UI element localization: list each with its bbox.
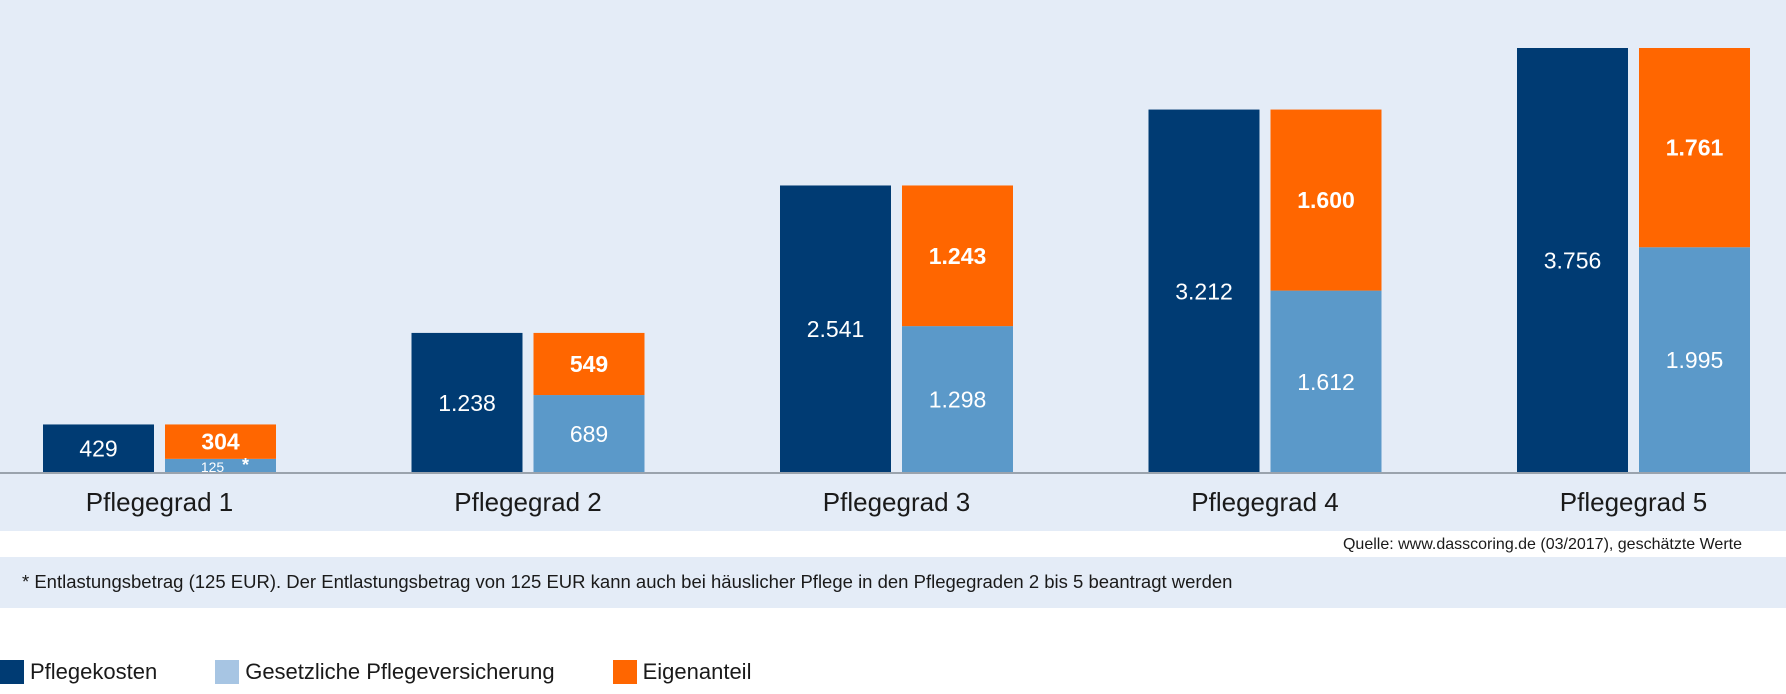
value-label-pflegekosten-pflegegrad-4: 3.212 <box>1175 278 1233 304</box>
bar-eigenanteil-pflegegrad-3 <box>902 185 1013 327</box>
bar-pflegekosten-pflegegrad-2 <box>411 332 523 473</box>
category-label-pflegegrad-1: Pflegegrad 1 <box>86 487 233 517</box>
legend-item-eigenanteil: Eigenanteil <box>612 659 752 685</box>
value-label-pflegekosten-pflegegrad-3: 2.541 <box>807 316 865 342</box>
category-label-pflegegrad-3: Pflegegrad 3 <box>823 487 970 517</box>
legend-item-pflegekosten: Pflegekosten <box>0 659 157 685</box>
value-label-eigenanteil-pflegegrad-5: 1.761 <box>1666 135 1724 161</box>
value-label-pflegeversicherung-pflegegrad-5: 1.995 <box>1666 347 1724 373</box>
legend-swatch-pflegekosten <box>0 660 24 684</box>
footnote-band: * Entlastungsbetrag (125 EUR). Der Entla… <box>0 557 1786 608</box>
legend-label-pflegekosten: Pflegekosten <box>30 659 158 684</box>
footnote-text: * Entlastungsbetrag (125 EUR). Der Entla… <box>22 571 1233 592</box>
bar-pflegekosten-pflegegrad-1 <box>43 424 154 473</box>
legend: Pflegekosten Gesetzliche Pflegeversicher… <box>0 659 809 685</box>
value-label-pflegeversicherung-pflegegrad-1: 125 <box>201 459 225 475</box>
value-label-eigenanteil-pflegegrad-1: 304 <box>201 429 240 455</box>
bar-pflegeversicherung-pflegegrad-2 <box>533 395 645 473</box>
bar-pflegekosten-pflegegrad-4 <box>1148 109 1260 474</box>
legend-item-pflegeversicherung: Gesetzliche Pflegeversicherung <box>215 659 555 685</box>
bar-eigenanteil-pflegegrad-1 <box>165 424 276 459</box>
chart-panel: 429 125 * 304 Pflegegrad 1 1.238 689 549 Pflegeg… <box>0 0 1786 531</box>
category-label-pflegegrad-4: Pflegegrad 4 <box>1191 487 1338 517</box>
bar-pflegekosten-pflegegrad-3 <box>780 185 891 473</box>
value-label-eigenanteil-pflegegrad-3: 1.243 <box>929 243 987 269</box>
legend-swatch-pflegeversicherung <box>215 660 240 684</box>
legend-label-pflegeversicherung: Gesetzliche Pflegeversicherung <box>245 659 555 684</box>
source-note: Quelle: www.dasscoring.de (03/2017), ges… <box>1342 536 1742 553</box>
footnote-marker-pflegegrad-1: * <box>242 455 249 475</box>
bar-eigenanteil-pflegegrad-2 <box>533 332 645 396</box>
value-label-pflegekosten-pflegegrad-5: 3.756 <box>1544 248 1602 274</box>
value-label-eigenanteil-pflegegrad-4: 1.600 <box>1297 187 1355 213</box>
bar-pflegeversicherung-pflegegrad-4 <box>1270 290 1382 473</box>
bar-pflegeversicherung-pflegegrad-5 <box>1639 247 1750 473</box>
bar-pflegeversicherung-pflegegrad-1 <box>165 458 276 473</box>
bar-eigenanteil-pflegegrad-4 <box>1270 109 1382 291</box>
bar-eigenanteil-pflegegrad-5 <box>1639 48 1750 248</box>
bar-chart: 429 125 *304 Pflegegrad 1 1.238 689 549 Pflegeg… <box>0 48 1786 517</box>
bar-pflegeversicherung-pflegegrad-3 <box>902 326 1013 473</box>
value-label-eigenanteil-pflegegrad-2: 549 <box>570 351 608 377</box>
legend-swatch-eigenanteil <box>612 660 637 684</box>
value-label-pflegeversicherung-pflegegrad-3: 1.298 <box>929 387 987 413</box>
value-label-pflegeversicherung-pflegegrad-2: 689 <box>570 421 608 447</box>
value-label-pflegeversicherung-pflegegrad-4: 1.612 <box>1297 369 1355 395</box>
category-label-pflegegrad-2: Pflegegrad 2 <box>454 487 601 517</box>
bar-pflegekosten-pflegegrad-5 <box>1517 48 1628 473</box>
legend-label-eigenanteil: Eigenanteil <box>642 659 752 684</box>
value-label-pflegekosten-pflegegrad-1: 429 <box>79 436 117 462</box>
value-label-pflegekosten-pflegegrad-2: 1.238 <box>438 390 496 416</box>
category-label-pflegegrad-5: Pflegegrad 5 <box>1560 487 1707 517</box>
